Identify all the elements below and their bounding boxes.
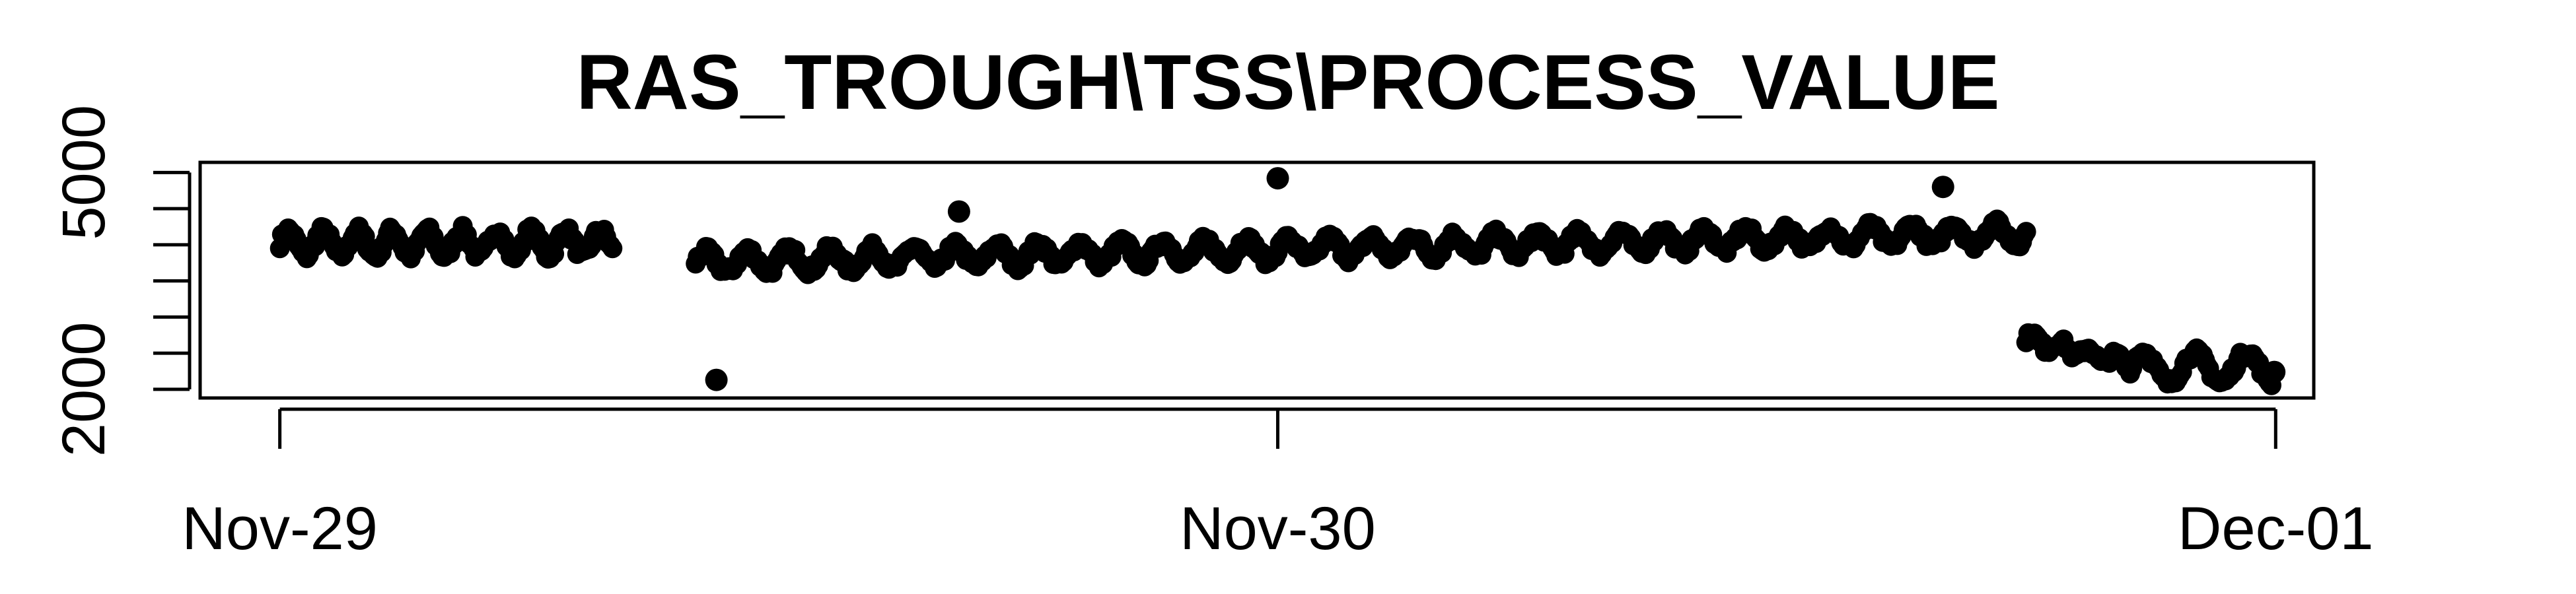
data-point [947, 200, 970, 223]
chart-title: RAS_TROUGH\TSS\PROCESS_VALUE [577, 39, 2000, 126]
data-point [602, 238, 623, 259]
x-axis: Nov-29 Nov-30 Dec-01 [182, 407, 2374, 562]
y-tick-label: 5000 [50, 105, 118, 240]
data-point [1931, 176, 1954, 199]
x-tick-label: Dec-01 [2178, 495, 2374, 562]
plot-frame [198, 160, 2316, 400]
data-point [705, 368, 728, 391]
data-point [1266, 167, 1289, 190]
x-tick-label: Nov-29 [182, 495, 378, 562]
y-axis: 2000 5000 [50, 105, 192, 457]
data-point [2263, 360, 2286, 383]
y-tick-label: 2000 [50, 322, 118, 457]
x-tick-label: Nov-30 [1180, 495, 1376, 562]
data-points [269, 167, 2286, 395]
data-point [2016, 222, 2036, 242]
